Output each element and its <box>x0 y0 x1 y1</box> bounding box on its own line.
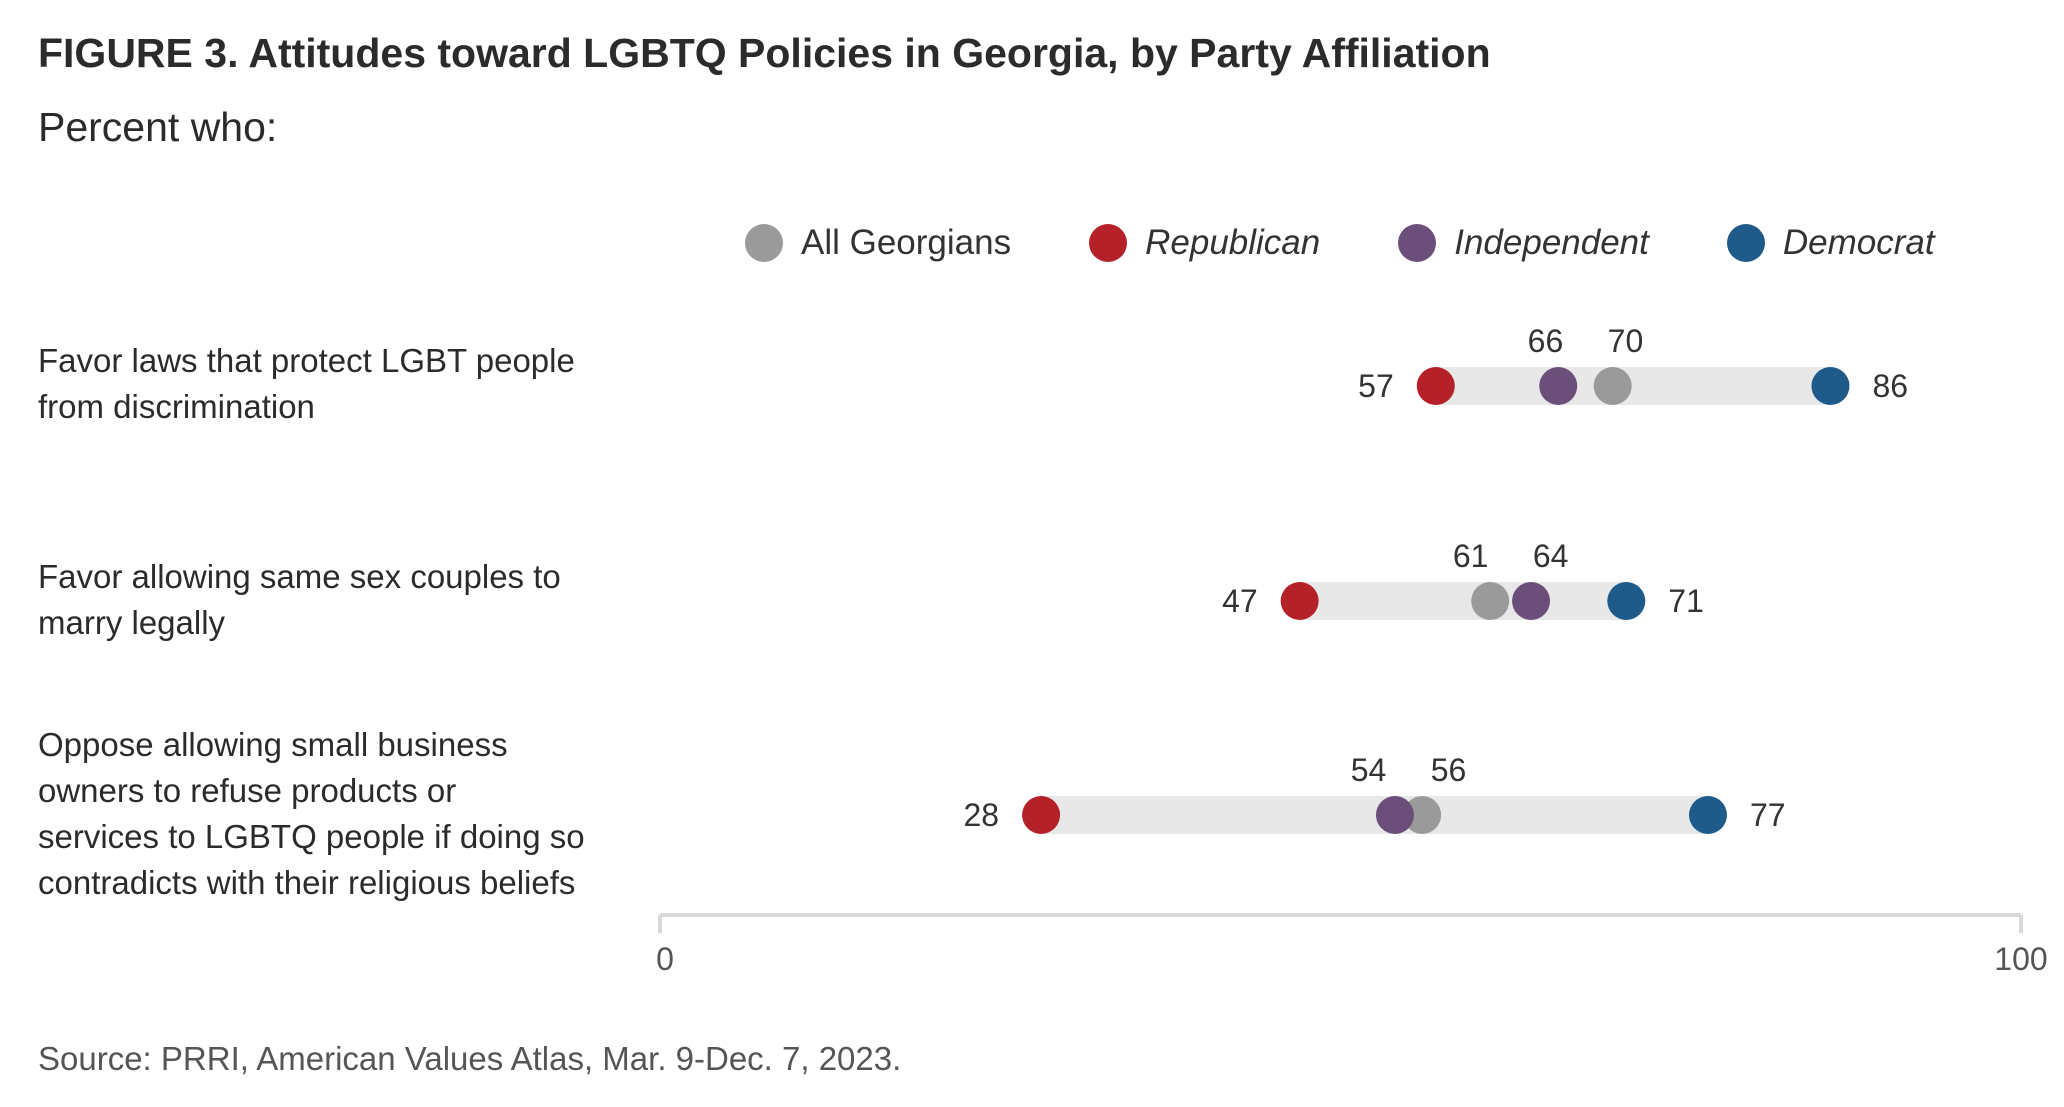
value-label: 54 <box>1351 752 1387 788</box>
data-point <box>1607 582 1646 620</box>
legend: All Georgians Republican Independent Dem… <box>745 218 1935 268</box>
data-point <box>1688 796 1727 834</box>
value-label: 66 <box>1528 323 1564 359</box>
value-label: 86 <box>1872 368 1908 404</box>
data-point <box>1811 367 1850 405</box>
data-point <box>1403 796 1442 834</box>
legend-swatch <box>1089 224 1128 262</box>
legend-item-independent: Independent <box>1398 223 1649 263</box>
data-point <box>1375 796 1414 834</box>
data-point <box>1471 582 1510 620</box>
data-point <box>1593 367 1632 405</box>
legend-swatch <box>745 224 783 262</box>
row-label-same-sex-marriage: Favor allowing same sex couples to marry… <box>38 554 561 646</box>
row-label-line: marry legally <box>38 604 226 641</box>
value-label: 77 <box>1750 797 1786 833</box>
legend-item-all-georgians: All Georgians <box>745 223 1011 263</box>
x-tick-label: 0 <box>656 941 674 977</box>
row-label-line: contradicts with their religious beliefs <box>38 864 576 901</box>
x-tick-label: 100 <box>1994 941 2047 977</box>
value-label: 70 <box>1608 323 1644 359</box>
data-point <box>1512 582 1551 620</box>
row-label-line: Favor allowing same sex couples to <box>38 558 561 595</box>
value-label: 28 <box>963 797 999 833</box>
legend-label: Republican <box>1145 223 1321 262</box>
legend-item-democrat: Democrat <box>1726 223 1935 263</box>
legend-label: Independent <box>1454 223 1649 262</box>
row-label-line: owners to refuse products or <box>38 772 457 809</box>
row-label-protect-lgbt: Favor laws that protect LGBT people from… <box>38 338 575 430</box>
legend-item-republican: Republican <box>1089 223 1320 263</box>
value-label: 64 <box>1533 538 1569 574</box>
data-point <box>1280 582 1319 620</box>
data-point <box>1539 367 1578 405</box>
chart-subtitle: Percent who: <box>38 104 278 150</box>
data-point <box>1022 796 1061 834</box>
value-label: 61 <box>1453 538 1489 574</box>
value-label: 47 <box>1222 583 1258 619</box>
value-label: 57 <box>1358 368 1394 404</box>
data-point <box>1416 367 1455 405</box>
row-label-line: Oppose allowing small business <box>38 726 508 763</box>
chart-title: FIGURE 3. Attitudes toward LGBTQ Policie… <box>38 30 1491 76</box>
row-label-line: from discrimination <box>38 388 315 425</box>
legend-label: Democrat <box>1782 223 1935 262</box>
value-label: 56 <box>1431 752 1467 788</box>
legend-swatch <box>1726 224 1765 262</box>
legend-label: All Georgians <box>801 223 1012 262</box>
value-label: 71 <box>1668 583 1704 619</box>
row-label-line: Favor laws that protect LGBT people <box>38 342 575 379</box>
row-label-refuse-service: Oppose allowing small business owners to… <box>38 722 585 906</box>
legend-swatch <box>1398 224 1437 262</box>
row-label-line: services to LGBTQ people if doing so <box>38 818 585 855</box>
source-note: Source: PRRI, American Values Atlas, Mar… <box>38 1040 902 1077</box>
